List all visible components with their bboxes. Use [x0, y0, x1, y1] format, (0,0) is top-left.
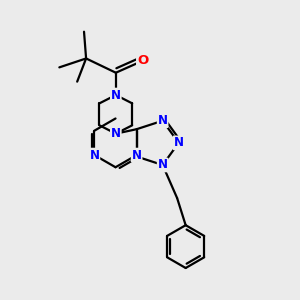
Text: N: N [158, 114, 168, 127]
Text: N: N [174, 136, 184, 149]
Text: O: O [137, 54, 148, 67]
Text: N: N [158, 158, 168, 172]
Text: N: N [132, 148, 142, 162]
Text: N: N [89, 148, 99, 162]
Text: N: N [111, 127, 121, 140]
Text: N: N [111, 88, 121, 101]
